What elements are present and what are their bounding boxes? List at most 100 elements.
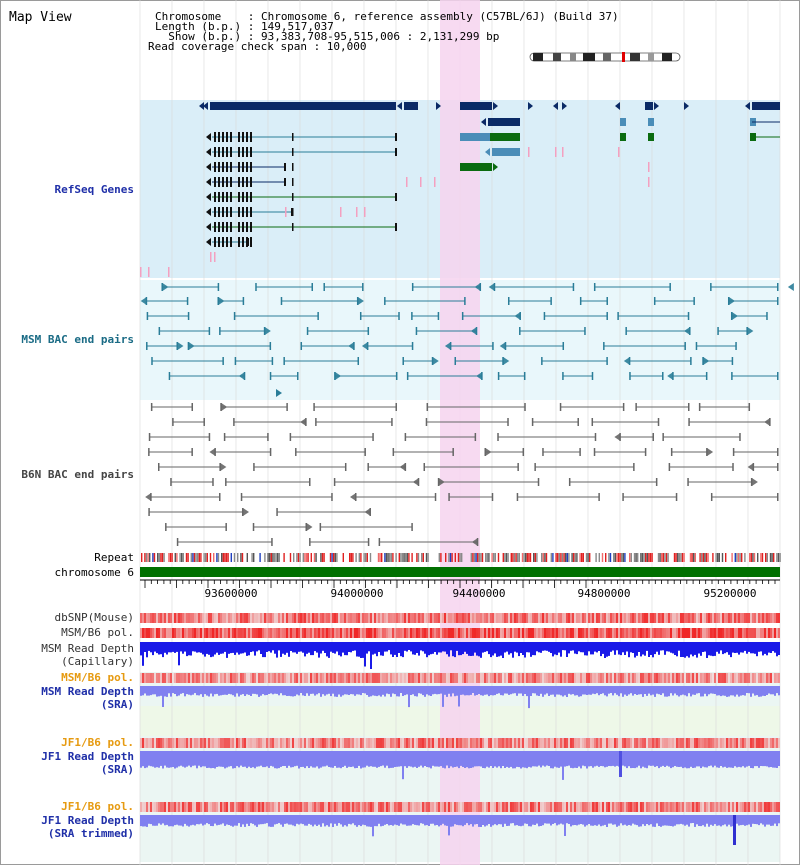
- polymorphism-cell: [370, 738, 372, 748]
- read-depth-bar: [364, 642, 366, 667]
- polymorphism-cell: [692, 628, 694, 638]
- polymorphism-cell: [150, 613, 152, 623]
- polymorphism-cell: [366, 628, 368, 638]
- polymorphism-cell: [242, 802, 244, 812]
- read-depth-bar: [326, 751, 328, 766]
- polymorphism-cell: [504, 673, 506, 683]
- read-depth-bar: [306, 686, 308, 694]
- read-depth-bar: [640, 642, 642, 657]
- read-depth-bar: [612, 815, 614, 825]
- track-label-msm-bac[interactable]: MSM BAC end pairs: [21, 333, 134, 346]
- exon: [238, 132, 240, 142]
- read-depth-bar: [408, 751, 410, 767]
- polymorphism-cell: [760, 673, 762, 683]
- read-depth-bar: [712, 642, 714, 657]
- polymorphism-cell: [316, 628, 318, 638]
- repeat-element: [182, 553, 184, 562]
- read-depth-bar: [398, 642, 400, 653]
- read-depth-bar: [568, 686, 570, 694]
- polymorphism-cell: [690, 613, 692, 623]
- polymorphism-cell: [476, 738, 478, 748]
- read-depth-bar: [340, 686, 342, 697]
- track-label-refseq[interactable]: RefSeq Genes: [54, 183, 134, 196]
- read-depth-bar: [176, 686, 178, 697]
- read-depth-bar: [516, 751, 518, 767]
- polymorphism-cell: [474, 738, 476, 748]
- gene-block: [460, 163, 492, 171]
- read-depth-bar: [338, 642, 340, 656]
- read-depth-bar: [400, 686, 402, 693]
- repeat-element: [721, 553, 724, 562]
- refseq-genes-track[interactable]: [140, 102, 780, 277]
- polymorphism-cell: [640, 738, 642, 748]
- msm-bac-track[interactable]: [140, 283, 794, 397]
- polymorphism-cell: [344, 613, 346, 623]
- read-depth-bar: [212, 815, 214, 827]
- polymorphism-cell: [314, 673, 316, 683]
- polymorphism-cell: [542, 673, 544, 683]
- polymorphism-cell: [308, 628, 310, 638]
- read-depth-bar: [320, 815, 322, 827]
- exon: [230, 192, 232, 202]
- read-depth-bar: [752, 751, 754, 769]
- read-depth-bar: [186, 686, 188, 695]
- polymorphism-cell: [386, 738, 388, 748]
- polymorphism-cell: [618, 613, 620, 623]
- polymorphism-cell: [186, 673, 188, 683]
- polymorphism-cell: [742, 673, 744, 683]
- read-depth-bar: [440, 642, 442, 653]
- polymorphism-cell: [456, 628, 458, 638]
- polymorphism-cell: [702, 738, 704, 748]
- polymorphism-cell: [438, 628, 440, 638]
- read-depth-bar: [330, 642, 332, 652]
- repeat-element: [715, 553, 717, 562]
- bac-end: [593, 448, 596, 456]
- polymorphism-cell: [444, 673, 446, 683]
- snp-mark: [340, 207, 342, 217]
- polymorphism-cell: [668, 613, 670, 623]
- read-depth-bar: [456, 686, 458, 696]
- bac-end: [151, 357, 153, 365]
- read-depth-bar: [594, 686, 596, 695]
- polymorphism-cell: [380, 613, 382, 623]
- read-depth-bar: [198, 642, 200, 653]
- track-label-b6n-bac[interactable]: B6N BAC end pairs: [21, 468, 134, 481]
- read-depth-bar: [352, 815, 354, 824]
- polymorphism-cell: [518, 613, 520, 623]
- polymorphism-cell: [318, 673, 320, 683]
- b6n-bac-track[interactable]: [145, 403, 779, 546]
- polymorphism-cell: [458, 673, 460, 683]
- read-depth-bar: [474, 815, 476, 825]
- polymorphism-cell: [244, 673, 246, 683]
- polymorphism-cell: [274, 802, 276, 812]
- polymorphism-cell: [424, 673, 426, 683]
- read-depth-bar: [726, 815, 728, 827]
- read-depth-bar: [220, 751, 222, 767]
- read-depth-bar: [586, 642, 588, 656]
- polymorphism-cell: [554, 738, 556, 748]
- read-depth-bar: [582, 751, 584, 766]
- polymorphism-cell: [762, 738, 764, 748]
- read-depth-bar: [438, 642, 440, 653]
- polymorphism-cell: [732, 613, 734, 623]
- repeat-element: [401, 553, 404, 562]
- polymorphism-cell: [220, 613, 222, 623]
- polymorphism-cell: [592, 738, 594, 748]
- polymorphism-cell: [428, 802, 430, 812]
- read-depth-bar: [772, 686, 774, 695]
- polymorphism-cell: [188, 738, 190, 748]
- read-depth-bar: [568, 751, 570, 766]
- read-depth-bar: [256, 686, 258, 695]
- bac-end: [233, 312, 236, 320]
- polymorphism-cell: [446, 613, 448, 623]
- bac-end: [655, 478, 658, 486]
- read-depth-bar: [718, 686, 720, 696]
- chromosome-ideogram[interactable]: [529, 52, 681, 62]
- read-depth-bar: [508, 751, 510, 768]
- repeat-element: [313, 553, 316, 562]
- polymorphism-cell: [222, 628, 224, 638]
- polymorphism-cell: [528, 673, 530, 683]
- polymorphism-cell: [426, 628, 428, 638]
- polymorphism-cell: [328, 738, 330, 748]
